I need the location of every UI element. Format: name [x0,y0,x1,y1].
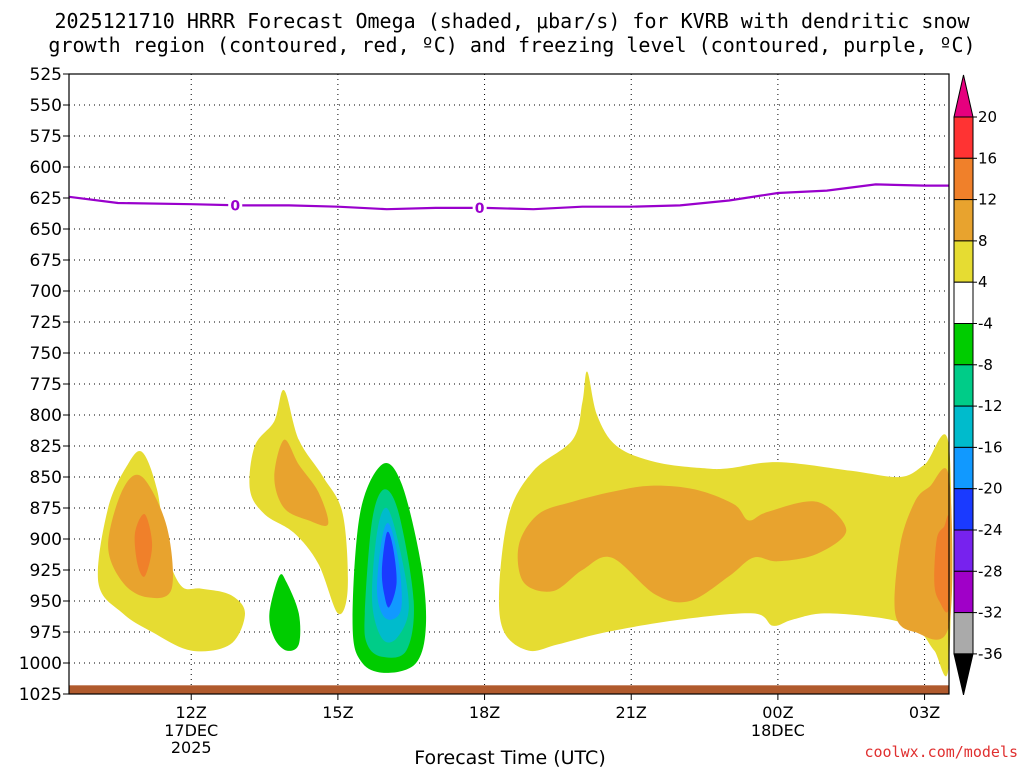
y-tick-label: 625 [30,189,62,209]
colorbar-tick-label: -24 [978,521,1003,539]
colorbar-tick-label: -12 [978,397,1003,415]
omega-region [381,531,397,608]
colorbar-segment [953,570,974,614]
y-tick-label: 825 [30,437,62,457]
colorbar-segment [953,446,974,490]
credit-text[interactable]: coolwx.com/models [864,743,1018,761]
y-tick-label: 675 [30,251,62,271]
chart-title-line-1: 2025121710 HRRR Forecast Omega (shaded, … [54,9,970,33]
y-axis-ticks: 525 550 575 600 625 650 675 700 725 750 775 800 825 8… [19,65,69,705]
y-tick-label: 725 [30,313,62,333]
y-tick-label: 875 [30,499,62,519]
colorbar-tick-label: -4 [978,315,993,333]
colorbar-segment [953,323,974,366]
freezing-level-label: 0 [475,201,485,217]
y-tick-label: 900 [30,530,62,550]
y-tick-label: 1000 [19,654,62,674]
y-tick-label: 850 [30,468,62,488]
colorbar-segment [953,529,974,572]
y-tick-label: 525 [30,65,62,85]
x-axis-label: Forecast Time (UTC) [414,747,605,768]
y-tick-label: 975 [30,623,62,643]
y-tick-label: 750 [30,344,62,364]
colorbar-tick-label: 4 [978,273,988,291]
y-tick-label: 550 [30,96,62,116]
colorbar-tick-label: 12 [978,191,997,209]
y-tick-label: 650 [30,220,62,240]
colorbar-tick-label: 8 [978,232,988,250]
colorbar-tick-label: -20 [978,480,1003,498]
colorbar-tick-label: 20 [978,108,997,126]
colorbar-segment [953,157,974,201]
omega-region [134,513,153,577]
x-tick-label: 03Z [909,703,940,722]
y-tick-label: 800 [30,406,62,426]
freezing-level-label: 0 [230,198,240,214]
x-tick-year: 2025 [171,738,212,757]
y-tick-label: 600 [30,158,62,178]
y-tick-label: 575 [30,127,62,147]
colorbar-segment [953,405,974,448]
colorbar-segment [953,116,974,159]
ground-band [69,685,949,694]
y-tick-label: 700 [30,282,62,302]
freezing-level-label-bg [228,197,243,214]
colorbar: 20 16 12 8 4 -4 -8 -12 -16 -20 -24 -28 -32 -36 [953,74,1003,696]
omega-shading [97,371,953,677]
x-tick-label: 00Z [762,703,793,722]
colorbar-segment [953,199,974,242]
omega-region [274,439,329,526]
colorbar-tick-label: -36 [978,645,1003,663]
colorbar-segment [953,488,974,531]
x-tick-label: 15Z [322,703,353,722]
colorbar-segment [953,240,974,283]
colorbar-tick-label: -8 [978,356,993,374]
x-tick-date: 17DEC [164,721,218,740]
colorbar-tick-label: -16 [978,438,1003,456]
ground-surface [69,685,949,694]
chart-title-line-2: growth region (contoured, red, ºC) and f… [48,33,975,57]
colorbar-segment [953,612,974,655]
x-tick-label: 21Z [616,703,647,722]
colorbar-top-arrow [953,74,974,118]
omega-region [517,485,847,603]
colorbar-tick-label: -32 [978,604,1003,622]
x-tick-label: 12Z [176,703,207,722]
y-tick-label: 775 [30,375,62,395]
y-tick-label: 1025 [19,685,62,705]
freezing-level-label-bg [472,199,487,216]
colorbar-bottom-arrow [953,653,974,696]
y-tick-label: 950 [30,592,62,612]
colorbar-segment [953,364,974,407]
colorbar-tick-label: -28 [978,562,1003,580]
colorbar-segment [953,281,974,325]
colorbar-tick-label: 16 [978,149,997,167]
omega-region [934,515,950,613]
omega-region [269,574,301,651]
y-tick-label: 925 [30,561,62,581]
x-tick-label: 18Z [469,703,500,722]
x-tick-date: 18DEC [751,721,805,740]
